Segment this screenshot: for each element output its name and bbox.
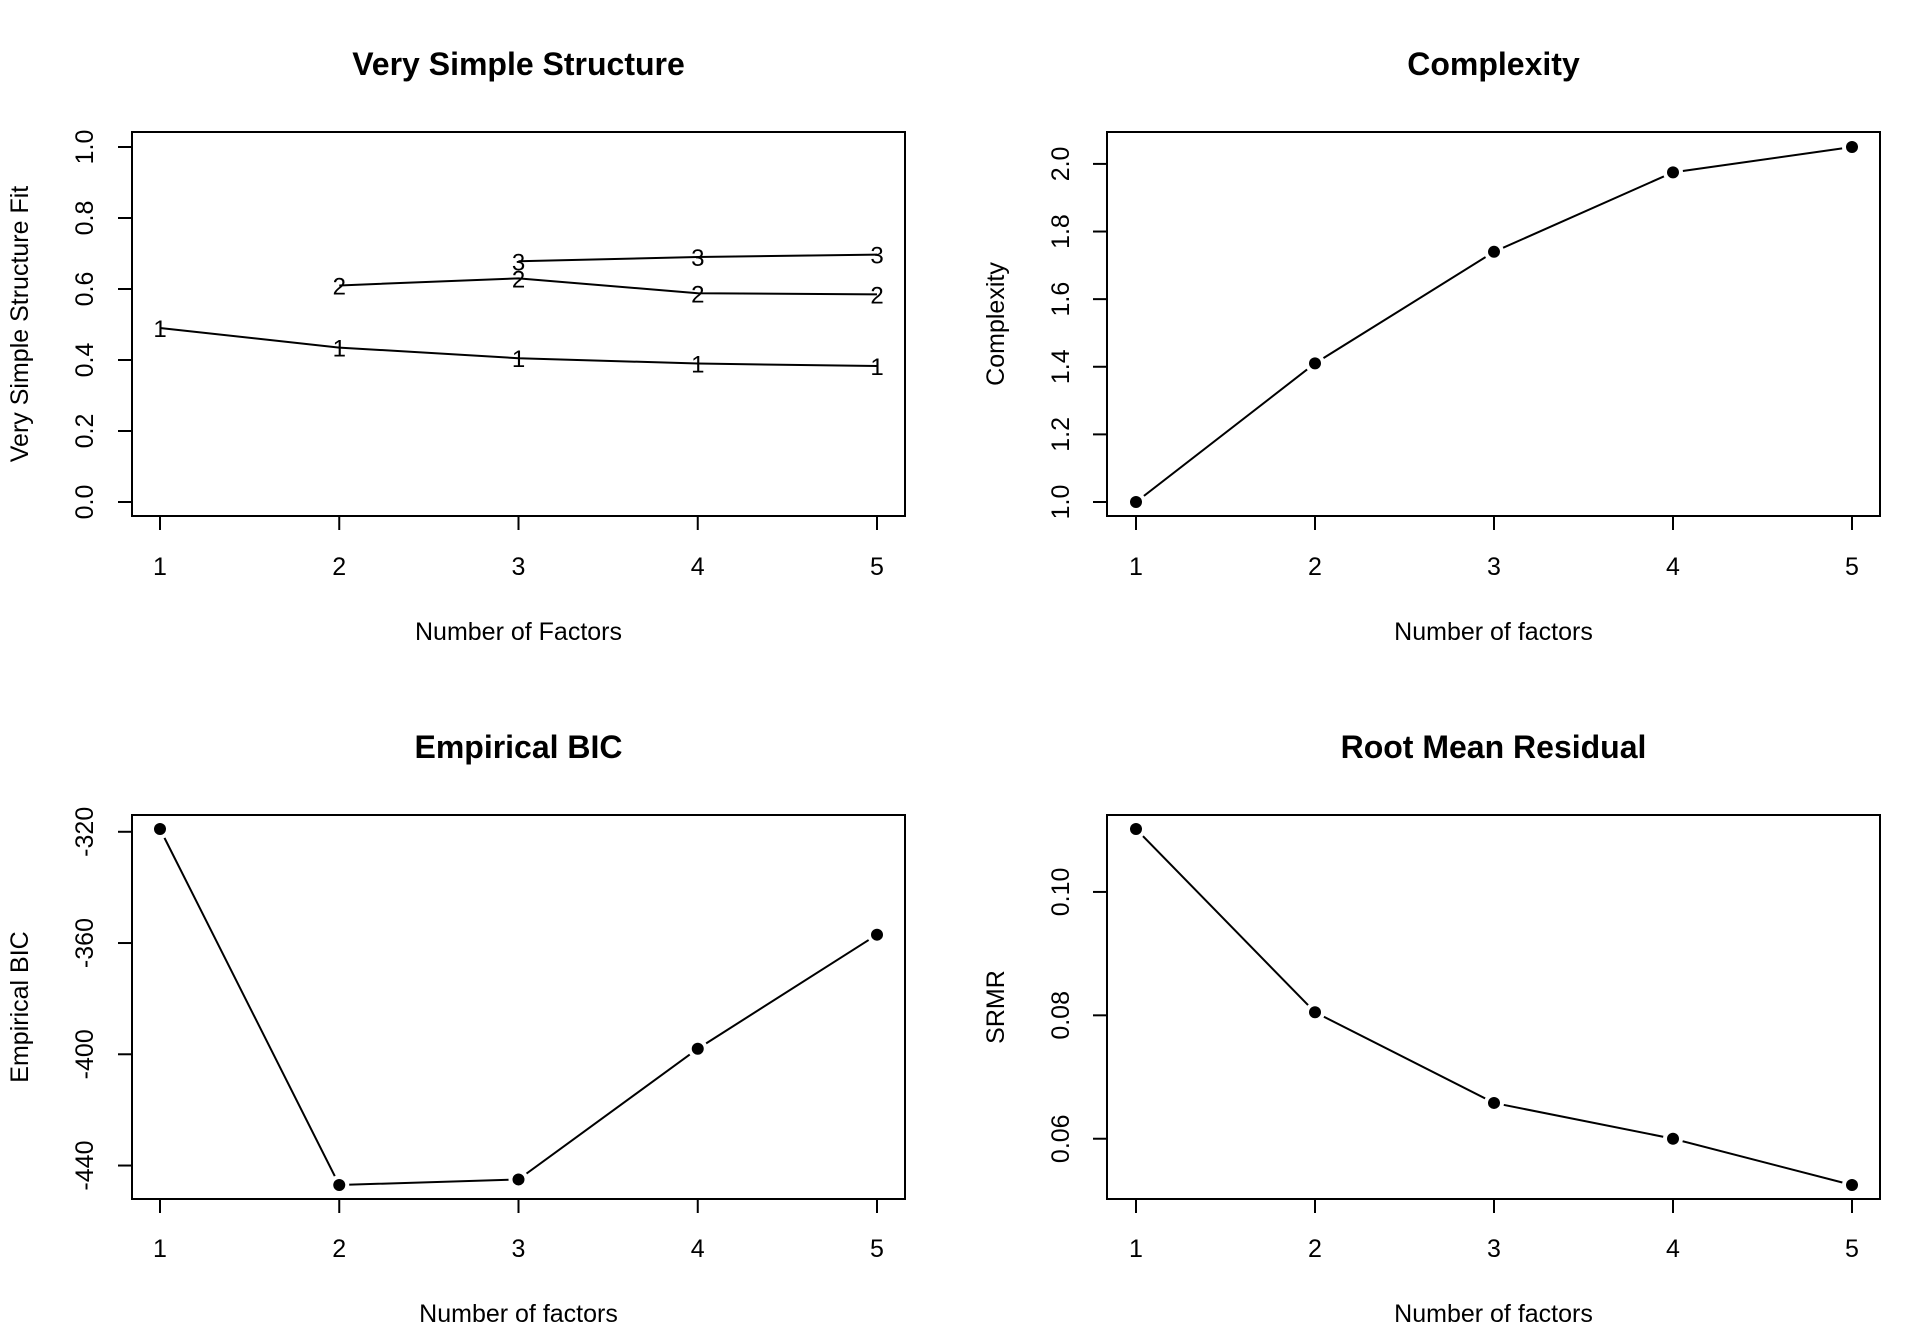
y-tick-label: -400: [71, 1029, 99, 1079]
x-tick-label: 4: [1666, 553, 1680, 581]
x-tick-label: 3: [1487, 1235, 1501, 1263]
x-tick-label: 4: [1666, 1235, 1680, 1263]
chart-panel-empirical-bic: Empirical BIC 1 2 3 4 5 Number of factors -440 -…: [6, 729, 906, 1328]
y-tick-label: 0.08: [1047, 991, 1075, 1040]
x-tick-label: 3: [512, 553, 526, 581]
data-point: [1846, 141, 1858, 153]
data-point: [1130, 496, 1142, 508]
y-tick-label: 1.6: [1047, 282, 1075, 317]
y-axis-label: SRMR: [982, 970, 1010, 1044]
y-axis-label: Empirical BIC: [6, 931, 34, 1082]
y-tick-label: 1.4: [1047, 349, 1075, 384]
point-label: 1: [870, 354, 883, 381]
data-point: [1488, 245, 1500, 258]
data-point: [1667, 1132, 1679, 1145]
point-label: 2: [691, 281, 704, 308]
x-tick-label: 5: [1845, 553, 1859, 581]
series-line-1: [1135, 146, 1853, 503]
point-label: 3: [512, 249, 525, 276]
y-tick-label: 1.0: [1047, 485, 1075, 520]
plot-frame: [1106, 814, 1881, 1200]
y-tick-label: 0.6: [71, 272, 99, 307]
x-axis-label: Number of Factors: [415, 618, 622, 646]
y-axis-label: Very Simple Structure Fit: [6, 186, 34, 463]
y-tick-label: 1.0: [71, 130, 99, 165]
point-label: 1: [691, 352, 704, 379]
point-label: 3: [870, 243, 883, 270]
point-label: 2: [512, 266, 525, 293]
y-tick-label: 0.06: [1047, 1114, 1075, 1163]
x-tick-label: 5: [870, 1235, 884, 1263]
y-tick-label: -360: [71, 918, 99, 968]
x-tick-label: 1: [1129, 1235, 1143, 1263]
x-axis-label: Number of factors: [1394, 618, 1593, 646]
x-tick-label: 4: [691, 553, 705, 581]
series-line-1: [159, 327, 878, 368]
x-tick-label: 2: [1308, 1235, 1322, 1263]
x-tick-label: 3: [512, 1235, 526, 1263]
point-label: 1: [153, 316, 166, 343]
y-tick-label: -320: [71, 807, 99, 857]
data-point: [691, 1042, 704, 1055]
data-point: [154, 823, 166, 835]
y-tick-label: 0.10: [1047, 868, 1075, 917]
series-line-1: [159, 828, 878, 1187]
chart-title: Very Simple Structure: [352, 46, 685, 82]
data-point: [1309, 357, 1321, 370]
data-point: [1846, 1179, 1858, 1191]
series-line-1: [1135, 828, 1853, 1186]
data-point: [1130, 823, 1142, 835]
y-tick-label: 0.0: [71, 485, 99, 520]
x-axis-label: Number of factors: [1394, 1300, 1593, 1328]
y-axis-label: Complexity: [982, 262, 1010, 386]
x-tick-label: 4: [691, 1235, 705, 1263]
point-label: 1: [512, 346, 525, 373]
x-tick-label: 5: [1845, 1235, 1859, 1263]
series-line-3: [518, 253, 878, 263]
point-label: 1: [333, 336, 346, 363]
y-tick-label: 2.0: [1047, 147, 1075, 182]
y-tick-label: 1.8: [1047, 214, 1075, 249]
y-tick-label: 0.4: [71, 343, 99, 378]
y-tick-label: 0.2: [71, 414, 99, 449]
x-tick-label: 1: [153, 553, 167, 581]
x-tick-label: 3: [1487, 553, 1501, 581]
chart-title: Complexity: [1407, 46, 1580, 82]
y-tick-label: -440: [71, 1141, 99, 1191]
data-point: [512, 1173, 525, 1186]
point-label: 2: [870, 282, 883, 309]
x-tick-label: 1: [1129, 553, 1143, 581]
plot-frame: [131, 814, 906, 1200]
x-tick-label: 2: [332, 553, 346, 581]
x-tick-label: 2: [1308, 553, 1322, 581]
x-tick-label: 2: [332, 1235, 346, 1263]
point-label: 3: [691, 245, 704, 272]
chart-panel-root-mean-residual: Root Mean Residual 1 2 3 4 5 Number of factors…: [982, 729, 1881, 1328]
x-axis-label: Number of factors: [419, 1300, 618, 1328]
y-tick-label: 0.8: [71, 201, 99, 236]
chart-title: Empirical BIC: [414, 729, 622, 765]
y-tick-label: 1.2: [1047, 417, 1075, 452]
x-tick-label: 5: [870, 553, 884, 581]
point-label: 2: [333, 273, 346, 300]
data-point: [1309, 1006, 1321, 1019]
data-point: [1667, 166, 1679, 179]
chart-panel-complexity: Complexity 1 2 3 4 5 Number of factors 1.0 1.2 1.…: [982, 46, 1881, 646]
chart-title: Root Mean Residual: [1341, 729, 1647, 765]
plot-frame: [1106, 131, 1881, 517]
x-tick-label: 1: [153, 1235, 167, 1263]
data-point: [871, 928, 883, 941]
plot-frame: [131, 131, 906, 517]
series-line-2: [339, 277, 878, 296]
data-point: [1488, 1096, 1500, 1109]
data-point: [333, 1179, 346, 1191]
